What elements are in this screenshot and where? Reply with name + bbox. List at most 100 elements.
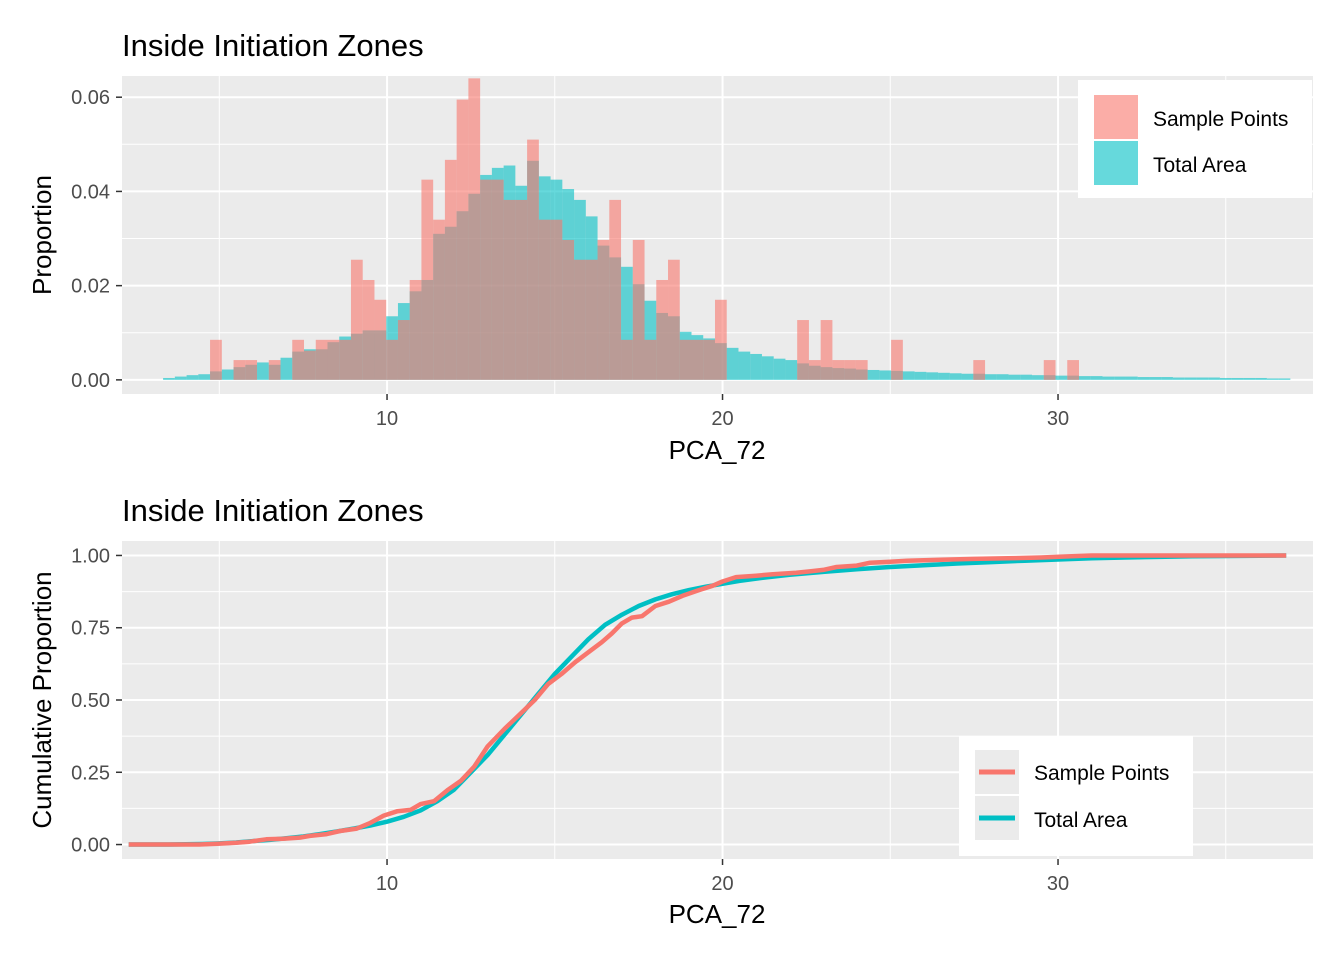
histogram-bar-sample-points <box>691 339 704 380</box>
legend-key-sample-points <box>1094 95 1138 139</box>
cumulative-x-tick-label: 20 <box>711 873 733 895</box>
histogram-x-tick-label: 30 <box>1047 408 1069 430</box>
histogram-bar-total-area <box>174 376 187 380</box>
histogram-bar-sample-points <box>409 279 422 380</box>
histogram-bar-sample-points <box>456 99 469 380</box>
histogram-bar-total-area <box>186 375 199 380</box>
cumulative-lines <box>128 553 1287 847</box>
histogram-bar-total-area <box>738 351 751 380</box>
histogram-bars <box>163 78 1291 380</box>
histogram-bar-total-area <box>163 377 175 380</box>
histogram-bar-total-area <box>1172 377 1185 380</box>
legend-label-total-area: Total Area <box>1153 154 1247 177</box>
cumulative-y-tick-label: 0.25 <box>71 762 110 784</box>
histogram-bar-sample-points <box>820 320 833 380</box>
histogram-y-tick-label: 0.04 <box>71 181 110 203</box>
histogram-bar-sample-points <box>679 339 692 380</box>
histogram-bar-total-area <box>221 369 234 380</box>
histogram-bar-total-area <box>949 373 962 380</box>
cumulative-title: Inside Initiation Zones <box>122 493 424 528</box>
histogram-bar-sample-points <box>621 339 633 380</box>
histogram-bar-total-area <box>1208 377 1220 380</box>
histogram-bar-total-area <box>280 357 293 380</box>
histogram-bar-total-area <box>902 371 915 380</box>
cumulative-x-tick-label: 10 <box>376 873 398 895</box>
histogram-bar-sample-points <box>668 259 680 380</box>
histogram-bar-total-area <box>750 353 762 380</box>
histogram-bar-total-area <box>961 373 974 380</box>
histogram-bar-total-area <box>1032 375 1044 380</box>
histogram-bar-total-area <box>1184 377 1197 380</box>
histogram-bar-sample-points <box>515 199 528 380</box>
histogram-bar-sample-points <box>562 239 575 380</box>
histogram-y-axis-title: Proportion <box>27 175 57 295</box>
histogram-bar-sample-points <box>574 259 586 380</box>
histogram-bar-sample-points <box>1043 360 1056 380</box>
histogram-bar-sample-points <box>233 360 246 380</box>
histogram-bar-sample-points <box>855 360 868 380</box>
histogram-bar-total-area <box>1114 376 1126 380</box>
cumulative-panel: Inside Initiation Zones 10 20 30 0.00 0.25 0.… <box>27 493 1313 929</box>
histogram-bar-total-area <box>1196 377 1209 380</box>
histogram-y-tick-label: 0.02 <box>71 276 110 298</box>
histogram-bar-total-area <box>726 347 739 380</box>
histogram-bar-sample-points <box>1067 360 1079 380</box>
histogram-bar-sample-points <box>973 360 986 380</box>
histogram-bar-total-area <box>1020 374 1033 380</box>
histogram-bar-total-area <box>996 374 1009 380</box>
histogram-y-tick-label: 0.00 <box>71 370 110 392</box>
cumulative-x-tick-label: 30 <box>1047 873 1069 895</box>
histogram-bar-total-area <box>1008 374 1021 380</box>
histogram-bar-total-area <box>1090 376 1103 380</box>
histogram-bar-sample-points <box>397 320 410 380</box>
histogram-bar-sample-points <box>245 360 258 380</box>
histogram-bar-total-area <box>1149 377 1162 380</box>
legend-label-sample-points: Sample Points <box>1153 108 1288 131</box>
histogram-bar-total-area <box>257 362 269 380</box>
histogram-bar-total-area <box>985 374 997 380</box>
histogram-bar-sample-points <box>444 159 457 380</box>
histogram-bar-total-area <box>1278 378 1291 380</box>
cumulative-y-tick-label: 0.00 <box>71 835 110 857</box>
cumulative-y-tick-label: 0.50 <box>71 690 110 712</box>
histogram-bar-sample-points <box>656 279 669 380</box>
histogram-bar-total-area <box>785 360 798 380</box>
legend-label-sample-points: Sample Points <box>1034 762 1169 785</box>
histogram-bar-sample-points <box>714 299 727 380</box>
histogram-bar-total-area <box>1125 376 1138 380</box>
histogram-bar-sample-points <box>327 339 340 380</box>
histogram-bar-sample-points <box>585 259 598 380</box>
histogram-bar-sample-points <box>433 219 445 380</box>
cumulative-x-axis-title: PCA_72 <box>669 899 766 929</box>
histogram-bar-sample-points <box>891 339 903 380</box>
histogram-bar-sample-points <box>797 320 809 380</box>
histogram-bar-total-area <box>867 369 880 380</box>
histogram-legend: Sample Points Total Area <box>1078 80 1312 198</box>
histogram-x-tick-label: 20 <box>711 408 733 430</box>
cumulative-axis-ticks: 10 20 30 0.00 0.25 0.50 0.75 1.00 <box>71 545 1069 895</box>
histogram-bar-sample-points <box>538 219 551 380</box>
histogram-bar-sample-points <box>550 219 563 380</box>
histogram-bar-total-area <box>1266 378 1279 380</box>
histogram-y-tick-label: 0.06 <box>71 87 110 109</box>
cumulative-line-sample-points <box>128 553 1287 847</box>
cumulative-y-tick-label: 1.00 <box>71 545 110 567</box>
histogram-bar-total-area <box>938 372 950 380</box>
histogram-x-tick-label: 10 <box>376 408 398 430</box>
histogram-panel: Inside Initiation Zones 10 20 30 0.00 0.02 0.… <box>27 28 1313 465</box>
histogram-bar-total-area <box>879 370 892 380</box>
histogram-title: Inside Initiation Zones <box>122 28 424 63</box>
histogram-bar-sample-points <box>350 259 363 380</box>
histogram-bar-sample-points <box>480 179 492 380</box>
histogram-bar-sample-points <box>832 360 845 380</box>
histogram-bar-sample-points <box>304 350 316 380</box>
histogram-bar-sample-points <box>315 339 328 380</box>
histogram-bar-total-area <box>1219 377 1232 380</box>
histogram-bar-sample-points <box>644 339 657 380</box>
histogram-bar-sample-points <box>210 339 222 380</box>
histogram-bar-total-area <box>761 356 774 380</box>
histogram-axis-ticks: 10 20 30 0.00 0.02 0.04 0.06 <box>71 87 1069 430</box>
histogram-bar-sample-points <box>609 199 622 380</box>
histogram-bar-total-area <box>621 266 633 380</box>
